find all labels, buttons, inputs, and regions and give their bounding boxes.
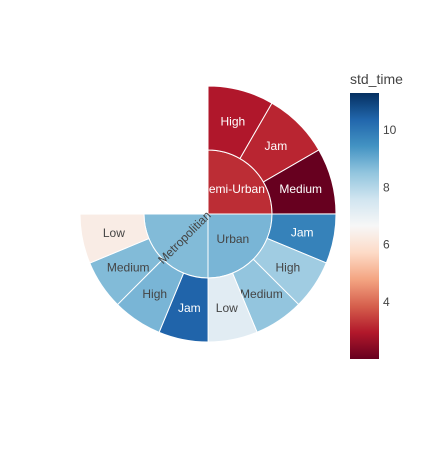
sunburst-label-urban-medium: Medium [107,260,150,274]
sunburst-label-urban-high: High [142,287,167,301]
colorbar-ticks: 4 6 8 10 [383,123,397,309]
sunburst-label-urban-low: Low [103,226,125,240]
sunburst-label-urban: Urban [217,232,250,246]
colorbar-tick-label: 4 [383,295,390,309]
sunburst-label-semi-urban-high: High [220,114,245,128]
sunburst-label-urban-jam: Jam [178,301,201,315]
sunburst-label-semi-urban-jam: Jam [265,139,288,153]
sunburst-outer-urban-low[interactable] [79,213,150,264]
colorbar-tick-label: 10 [383,123,397,137]
colorbar-tick-label: 8 [383,180,390,194]
sunburst-label-metropolitian-low: Low [216,301,238,315]
sunburst-label-metropolitian-medium: Medium [240,287,283,301]
sunburst-label-metropolitian-high: High [276,260,301,274]
sunburst-label-semi-urban: Semi-Urban [201,182,265,196]
colorbar-gradient [350,93,379,359]
colorbar-tick-label: 6 [383,238,390,252]
sunburst-label-metropolitian-jam: Jam [291,226,314,240]
colorbar-title: std_time [350,71,403,87]
sunburst-label-semi-urban-medium: Medium [279,182,322,196]
